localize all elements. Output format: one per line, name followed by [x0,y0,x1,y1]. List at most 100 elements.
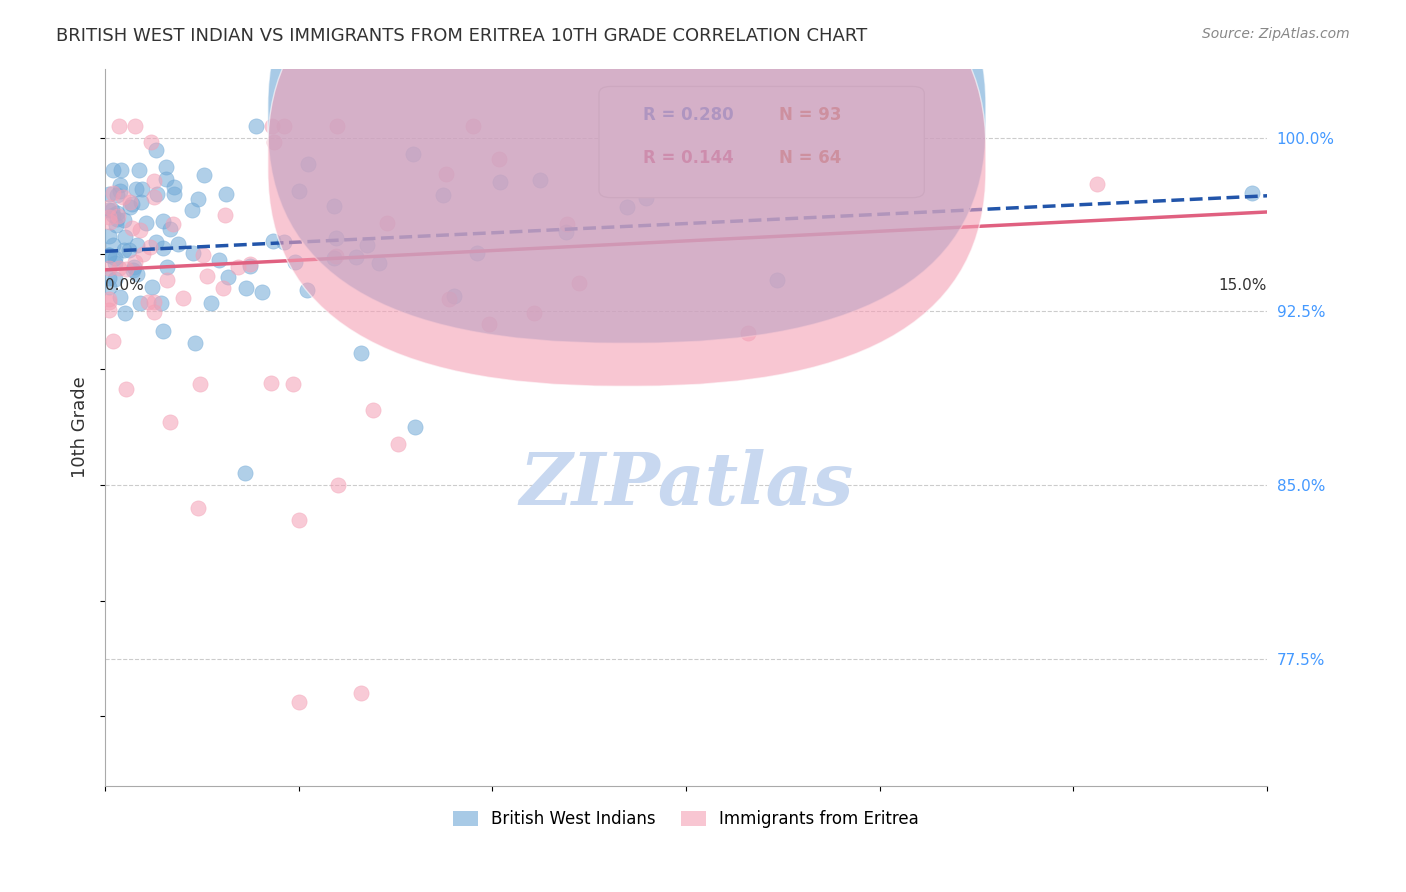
Immigrants from Eritrea [737,326,759,341]
Immigrants from Eritrea [107,260,129,275]
Text: 15.0%: 15.0% [1219,278,1267,293]
British West Indians [184,335,207,350]
Immigrants from Eritrea [118,194,141,209]
British West Indians [125,182,148,196]
British West Indians [121,197,143,211]
Immigrants from Eritrea [239,257,262,271]
British West Indians [297,283,319,297]
Immigrants from Eritrea [260,376,283,390]
British West Indians [187,192,209,206]
Immigrants from Eritrea [131,247,153,261]
British West Indians [104,256,127,270]
British West Indians [163,180,186,194]
British West Indians [104,251,127,265]
British West Indians [239,259,262,273]
British West Indians [112,213,135,227]
British West Indians [155,172,177,186]
British West Indians [128,162,150,177]
British West Indians [465,246,488,260]
British West Indians [1240,186,1263,201]
Immigrants from Eritrea [115,261,138,276]
Immigrants from Eritrea [488,152,510,166]
British West Indians [125,267,148,281]
Immigrants from Eritrea [107,210,129,224]
Text: N = 64: N = 64 [779,149,841,167]
Immigrants from Eritrea [568,276,591,290]
British West Indians [98,248,121,262]
Text: Source: ZipAtlas.com: Source: ZipAtlas.com [1202,27,1350,41]
British West Indians [208,252,231,267]
British West Indians [128,295,150,310]
Immigrants from Eritrea [156,273,179,287]
Y-axis label: 10th Grade: 10th Grade [72,376,89,478]
Immigrants from Eritrea [478,317,501,331]
British West Indians [235,281,257,295]
Immigrants from Eritrea [98,261,121,276]
British West Indians [284,255,307,269]
British West Indians [215,186,238,201]
Immigrants from Eritrea [124,120,146,134]
Immigrants from Eritrea [555,217,578,231]
British West Indians [263,234,285,248]
British West Indians [155,161,177,175]
Immigrants from Eritrea [142,174,165,188]
British West Indians [554,226,576,240]
Text: BRITISH WEST INDIAN VS IMMIGRANTS FROM ERITREA 10TH GRADE CORRELATION CHART: BRITISH WEST INDIAN VS IMMIGRANTS FROM E… [56,27,868,45]
Immigrants from Eritrea [98,292,121,306]
Immigrants from Eritrea [98,211,121,225]
British West Indians [114,305,136,319]
Immigrants from Eritrea [124,255,146,269]
Immigrants from Eritrea [212,281,235,295]
British West Indians [287,184,309,198]
British West Indians [297,157,319,171]
British West Indians [156,260,179,274]
Immigrants from Eritrea [98,214,121,228]
Immigrants from Eritrea [1085,178,1108,192]
British West Indians [233,467,256,481]
British West Indians [636,191,658,205]
British West Indians [181,203,204,218]
Immigrants from Eritrea [108,120,131,134]
British West Indians [162,187,184,202]
British West Indians [146,187,169,202]
British West Indians [101,163,124,178]
British West Indians [152,213,174,227]
British West Indians [402,146,425,161]
Text: N = 93: N = 93 [779,106,842,124]
Immigrants from Eritrea [162,217,184,231]
British West Indians [252,285,274,299]
Immigrants from Eritrea [523,306,546,320]
British West Indians [765,273,787,287]
British West Indians [101,208,124,222]
Immigrants from Eritrea [141,136,163,150]
British West Indians [367,256,389,270]
Immigrants from Eritrea [195,269,218,284]
Text: R = 0.144: R = 0.144 [643,149,734,167]
British West Indians [118,201,141,215]
Immigrants from Eritrea [138,240,160,254]
Legend: British West Indians, Immigrants from Eritrea: British West Indians, Immigrants from Er… [447,804,925,835]
British West Indians [110,185,132,199]
Immigrants from Eritrea [188,377,211,392]
British West Indians [159,221,181,235]
Immigrants from Eritrea [142,294,165,309]
British West Indians [150,295,173,310]
Immigrants from Eritrea [273,120,295,134]
British West Indians [217,270,239,285]
British West Indians [121,263,143,277]
Immigrants from Eritrea [263,135,285,149]
British West Indians [529,173,551,187]
Immigrants from Eritrea [361,402,384,417]
Immigrants from Eritrea [101,334,124,349]
Immigrants from Eritrea [288,513,311,527]
Immigrants from Eritrea [142,304,165,318]
British West Indians [110,162,132,177]
Immigrants from Eritrea [326,478,349,492]
British West Indians [98,228,121,243]
British West Indians [112,243,135,257]
British West Indians [127,238,149,252]
British West Indians [616,200,638,214]
British West Indians [98,280,121,294]
Immigrants from Eritrea [434,167,457,181]
Immigrants from Eritrea [115,382,138,396]
